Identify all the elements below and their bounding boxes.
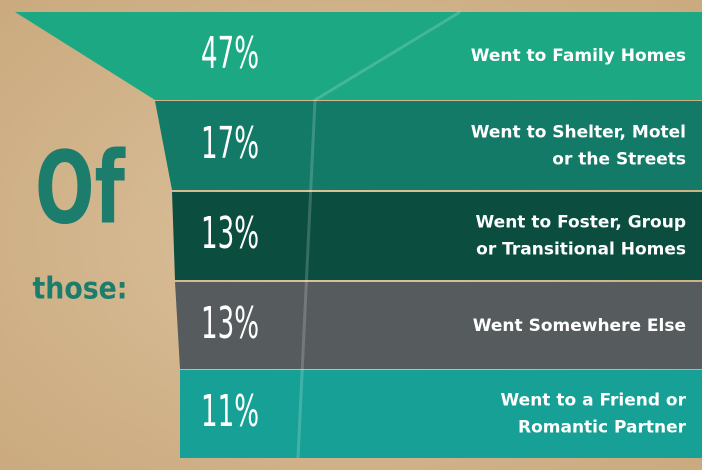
heading-small: those:	[33, 272, 128, 307]
row-band	[155, 101, 702, 190]
percent: 47%	[201, 28, 259, 79]
row-band	[172, 192, 702, 280]
percent: 13%	[201, 208, 259, 259]
percent: 13%	[201, 298, 259, 349]
row-label: or the Streets	[552, 150, 686, 170]
row-label: or Transitional Homes	[476, 240, 686, 260]
percent: 11%	[201, 386, 259, 437]
row-label: Went Somewhere Else	[473, 316, 686, 336]
row-label: Went to Shelter, Motel	[471, 123, 686, 143]
row-band	[175, 282, 702, 369]
divider	[296, 10, 461, 459]
row-band	[15, 12, 702, 100]
row-label: Went to Foster, Group	[476, 213, 686, 233]
rows: 47% Went to Family Homes 17% Went to Shelte…	[201, 28, 687, 438]
heading-big: Of	[35, 129, 126, 246]
row-label: Romantic Partner	[518, 418, 687, 438]
row-label: Went to a Friend or	[501, 391, 687, 411]
row-band	[180, 370, 702, 458]
percent: 17%	[201, 118, 259, 169]
row-label: Went to Family Homes	[471, 46, 686, 66]
